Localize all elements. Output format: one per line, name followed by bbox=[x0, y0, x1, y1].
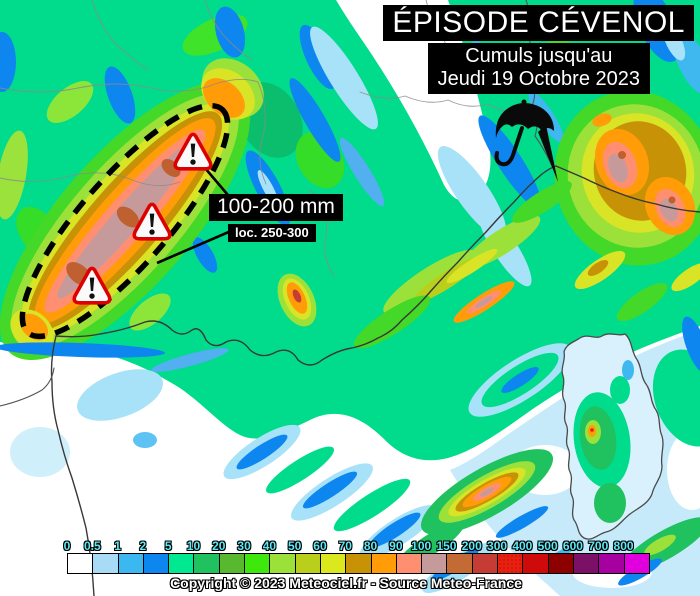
legend-cell: 5 bbox=[165, 539, 195, 574]
legend-cell: 100 bbox=[411, 539, 448, 574]
hazard-outline-ellipse bbox=[19, 102, 231, 340]
legend-label: 30 bbox=[237, 539, 251, 553]
legend-cell: 80 bbox=[364, 539, 397, 574]
subtitle-line-2: Jeudi 19 Octobre 2023 bbox=[437, 68, 640, 90]
legend-cell: 60 bbox=[313, 539, 347, 574]
legend-cell: 30 bbox=[237, 539, 271, 574]
warning-triangle-icon bbox=[72, 266, 112, 305]
legend-cell: 70 bbox=[339, 539, 372, 574]
legend-label: 400 bbox=[512, 539, 533, 553]
warning-triangle-icon bbox=[132, 202, 172, 241]
legend-label: 2 bbox=[139, 539, 147, 553]
legend-cell: 0.5 bbox=[84, 539, 119, 574]
legend-cell: 700 bbox=[588, 539, 625, 574]
legend-cell: 800 bbox=[614, 539, 650, 574]
legend-label: 20 bbox=[212, 539, 226, 553]
legend-cell: 0 bbox=[64, 539, 94, 574]
legend-label: 60 bbox=[313, 539, 327, 553]
umbrella-icon bbox=[494, 99, 558, 182]
legend-label: 40 bbox=[262, 539, 277, 553]
legend-cell: 90 bbox=[389, 539, 423, 574]
legend-cell: 20 bbox=[212, 539, 246, 574]
legend-cell: 300 bbox=[487, 539, 524, 574]
legend-cell: 150 bbox=[436, 539, 473, 574]
map-subtitle: Cumuls jusqu'au Jeudi 19 Octobre 2023 bbox=[427, 43, 650, 94]
legend-cell: 10 bbox=[187, 539, 220, 574]
legend-label: 700 bbox=[588, 539, 609, 553]
annotation-local: loc. 250-300 bbox=[228, 224, 316, 242]
legend-label: 5 bbox=[164, 539, 172, 553]
legend-cell: 40 bbox=[263, 539, 296, 574]
copyright-text: Copyright © 2023 Meteociel.fr - Source M… bbox=[170, 575, 522, 591]
legend-cell: 50 bbox=[288, 539, 321, 574]
corsica-island bbox=[561, 333, 664, 540]
legend-label: 200 bbox=[461, 539, 482, 553]
legend-label: 70 bbox=[338, 539, 352, 553]
legend-label: 100 bbox=[411, 539, 432, 553]
legend-label: 50 bbox=[287, 539, 302, 553]
warning-icons bbox=[72, 132, 213, 305]
map-title: ÉPISODE CÉVENOL bbox=[383, 5, 694, 41]
legend-cell: 600 bbox=[563, 539, 600, 574]
legend-label: 1 bbox=[114, 539, 121, 553]
legend-cell: 200 bbox=[462, 539, 499, 574]
legend-label: 300 bbox=[487, 539, 508, 553]
legend-cell: 400 bbox=[512, 539, 549, 574]
legend-label: 800 bbox=[613, 539, 634, 553]
annotation-range: 100-200 mm bbox=[209, 194, 343, 221]
legend-label: 80 bbox=[363, 539, 378, 553]
legend-label: 0.5 bbox=[83, 539, 101, 553]
legend-cell: 2 bbox=[140, 539, 170, 574]
legend-label: 150 bbox=[436, 539, 457, 553]
legend-cell: 1 bbox=[114, 539, 144, 574]
legend-label: 10 bbox=[186, 539, 201, 553]
legend-label: 90 bbox=[389, 539, 403, 553]
warning-triangle-icon bbox=[173, 132, 213, 171]
legend-label: 0 bbox=[63, 539, 71, 553]
legend-cell: 500 bbox=[538, 539, 574, 574]
legend-label: 600 bbox=[562, 539, 583, 553]
legend-scale: 0 0.5 1 2 5 10 20 30 40 50 60 70 80 90 100 150 200 300 400… bbox=[64, 539, 650, 574]
subtitle-line-1: Cumuls jusqu'au bbox=[465, 45, 613, 67]
legend-label: 500 bbox=[537, 539, 558, 553]
